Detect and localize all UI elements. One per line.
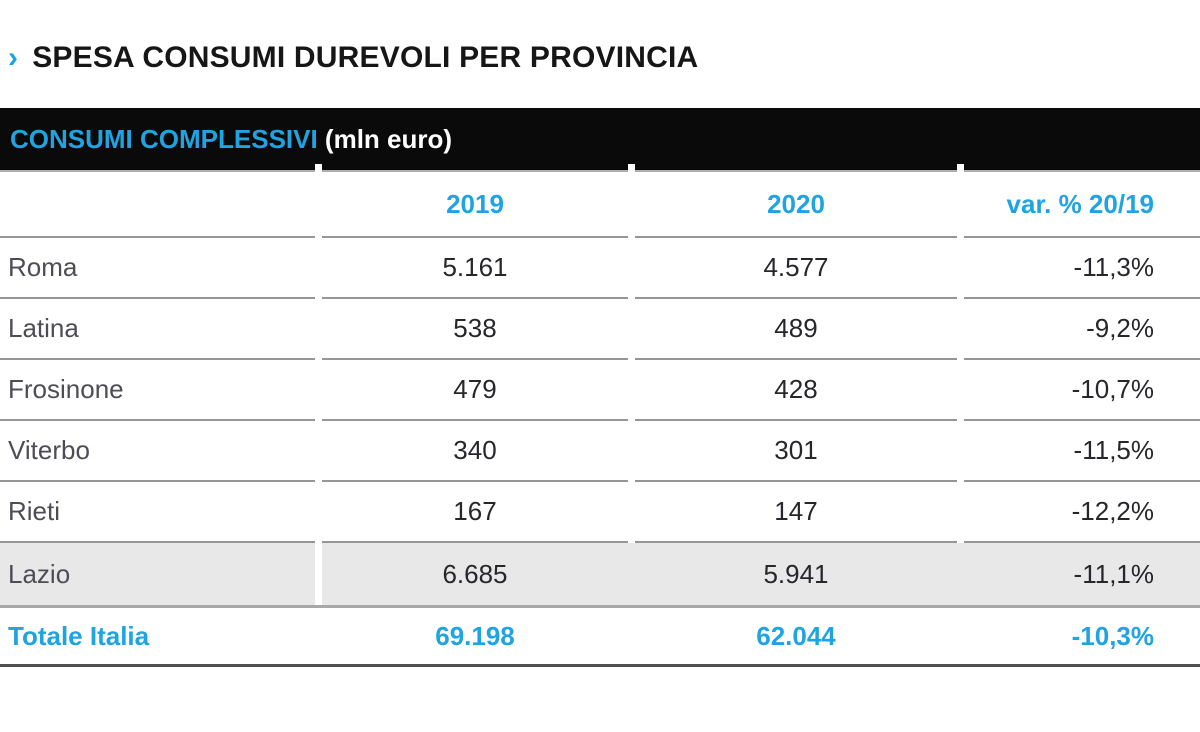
value-2019: 538 xyxy=(322,299,628,360)
column-gap xyxy=(628,543,635,605)
value-2020: 147 xyxy=(635,482,957,543)
row-label: Rieti xyxy=(0,482,315,543)
value-2019: 340 xyxy=(322,421,628,482)
column-divider-notch xyxy=(315,164,322,170)
column-divider-notch xyxy=(957,164,964,170)
column-header-variation: var. % 20/19 xyxy=(964,170,1200,238)
row-label: Roma xyxy=(0,238,315,299)
value-variation: -11,5% xyxy=(964,421,1200,482)
value-2020: 489 xyxy=(635,299,957,360)
value-2020: 5.941 xyxy=(635,543,957,605)
value-variation: -11,3% xyxy=(964,238,1200,299)
consumption-table: 2019 2020 var. % 20/19 Roma 5.161 4.577 … xyxy=(0,170,1200,667)
row-label: Frosinone xyxy=(0,360,315,421)
value-2019: 6.685 xyxy=(322,543,628,605)
region-subtotal-row: Lazio 6.685 5.941 -11,1% xyxy=(0,543,1200,608)
value-variation: -12,2% xyxy=(964,482,1200,543)
page-title-text: SPESA CONSUMI DUREVOLI PER PROVINCIA xyxy=(32,41,699,74)
band-unit: (mln euro) xyxy=(317,123,453,154)
row-label: Latina xyxy=(0,299,315,360)
column-header-2019: 2019 xyxy=(322,170,628,238)
value-2020: 301 xyxy=(635,421,957,482)
infographic-page: › SPESA CONSUMI DUREVOLI PER PROVINCIA CO… xyxy=(0,36,1200,732)
value-variation: -11,1% xyxy=(964,543,1200,605)
row-label: Viterbo xyxy=(0,421,315,482)
column-header-empty xyxy=(0,170,315,238)
total-value-2019: 69.198 xyxy=(435,621,515,651)
page-title: › SPESA CONSUMI DUREVOLI PER PROVINCIA xyxy=(0,36,1200,80)
column-header-2020: 2020 xyxy=(635,170,957,238)
value-2020: 428 xyxy=(635,360,957,421)
chevron-right-icon: › xyxy=(8,41,19,74)
band-title: CONSUMI COMPLESSIVI xyxy=(10,123,318,154)
column-gap xyxy=(315,543,322,605)
table-title-band: CONSUMI COMPLESSIVI (mln euro) xyxy=(0,108,1200,170)
value-variation: -9,2% xyxy=(964,299,1200,360)
total-row-label: Totale Italia xyxy=(8,621,150,651)
column-gap xyxy=(957,543,964,605)
value-2019: 5.161 xyxy=(322,238,628,299)
total-value-variation: -10,3% xyxy=(1071,621,1154,651)
total-value-2020: 62.044 xyxy=(756,621,836,651)
column-divider-notch xyxy=(628,164,635,170)
value-2020: 4.577 xyxy=(635,238,957,299)
value-variation: -10,7% xyxy=(964,360,1200,421)
value-2019: 167 xyxy=(322,482,628,543)
table-bottom-rule xyxy=(0,664,1200,667)
value-2019: 479 xyxy=(322,360,628,421)
row-label: Lazio xyxy=(0,543,315,605)
